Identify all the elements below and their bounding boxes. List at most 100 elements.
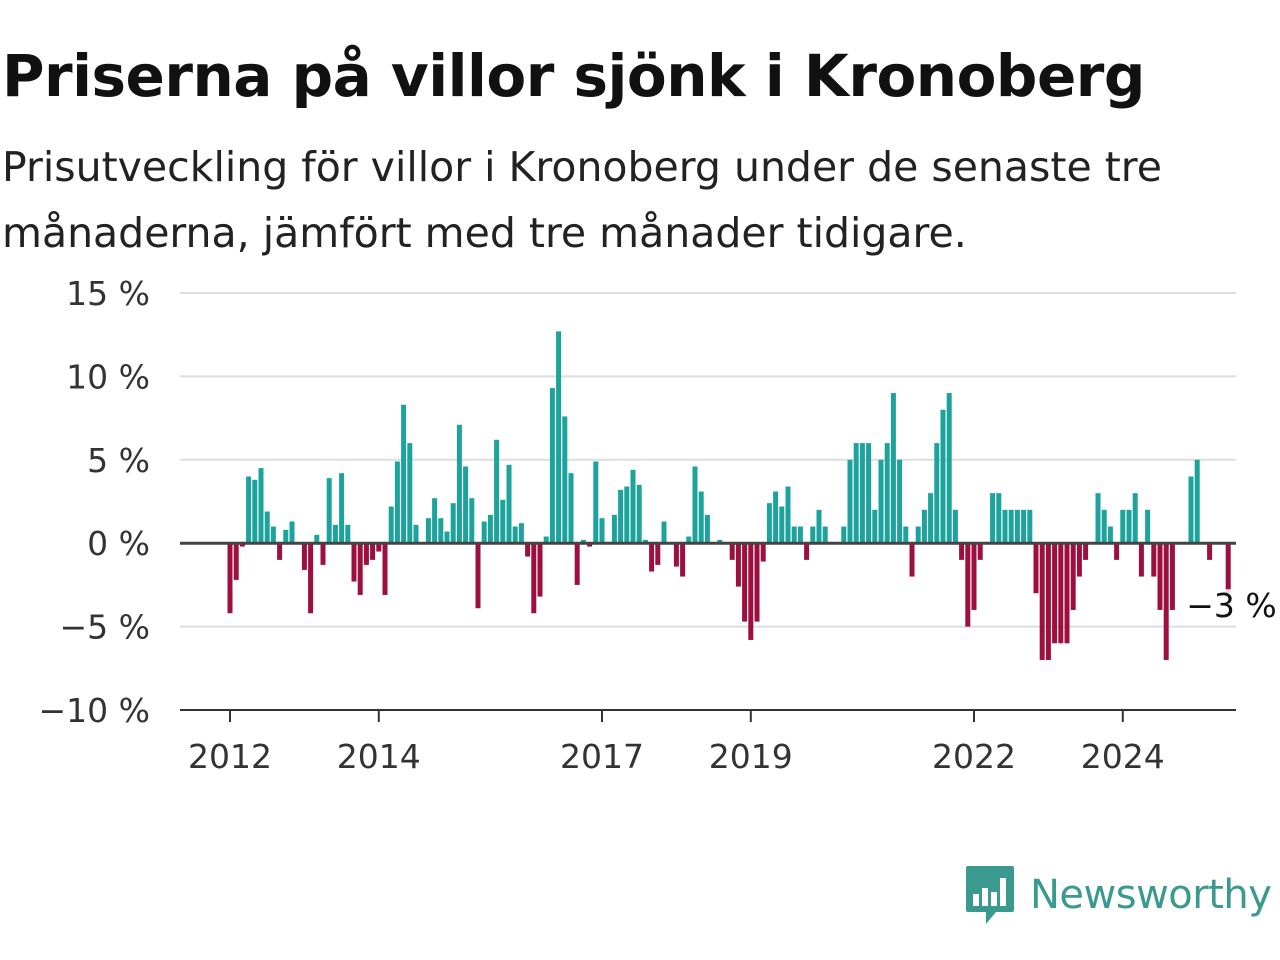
- bar: [450, 503, 456, 544]
- bar: [258, 468, 264, 544]
- bar: [971, 543, 977, 610]
- brand-logo: Newsworthy: [964, 864, 1272, 926]
- bar: [872, 509, 878, 544]
- bar: [611, 514, 617, 544]
- bar: [636, 484, 642, 544]
- bar: [785, 486, 791, 544]
- bar: [463, 466, 469, 544]
- bar: [1163, 543, 1169, 660]
- bar: [345, 524, 351, 544]
- labels: −10 % −5 % 0 % 5 % 10 % 15 % 2012 2014 2017 2019 2…: [39, 274, 1277, 776]
- bar: [456, 424, 462, 544]
- bar: [748, 543, 754, 640]
- bar: [1045, 543, 1051, 660]
- bar: [890, 393, 896, 544]
- bar: [357, 543, 363, 595]
- bar: [1194, 459, 1200, 544]
- bar: [475, 543, 481, 609]
- bar: [438, 518, 444, 544]
- bar: [339, 473, 345, 544]
- bar: [853, 443, 859, 544]
- bar: [884, 443, 890, 544]
- bar: [252, 479, 258, 544]
- bar: [574, 543, 580, 585]
- bar: [382, 543, 388, 595]
- bar: [921, 509, 927, 544]
- bar: [401, 404, 407, 544]
- bar: [1014, 509, 1020, 544]
- bar: [556, 331, 562, 544]
- bar: [897, 459, 903, 544]
- bar: [915, 526, 921, 544]
- bar: [444, 531, 450, 544]
- bar: [1157, 543, 1163, 610]
- bar: [1008, 509, 1014, 544]
- end-label-bg: [1182, 589, 1275, 626]
- x-tick-label: 2024: [1081, 737, 1165, 776]
- bar: [543, 536, 549, 544]
- bar: [376, 543, 382, 552]
- bars: [227, 331, 1231, 660]
- bar: [692, 466, 698, 544]
- bar: [1138, 543, 1144, 577]
- bar: [791, 526, 797, 544]
- bar: [990, 493, 996, 544]
- bar: [413, 524, 419, 544]
- bar: [1120, 509, 1126, 544]
- bar: [314, 534, 320, 544]
- bar: [1027, 509, 1033, 544]
- bar: [1188, 476, 1194, 544]
- bar: [233, 543, 239, 580]
- bar: [599, 518, 605, 544]
- newsworthy-logo-icon: [966, 866, 1014, 924]
- bar: [952, 509, 958, 544]
- bar: [717, 539, 723, 544]
- bar: [729, 543, 735, 560]
- bar: [525, 543, 531, 557]
- bar: [593, 461, 599, 544]
- bar: [1114, 543, 1120, 560]
- bar: [859, 443, 865, 544]
- bar: [1039, 543, 1045, 660]
- bar: [804, 543, 810, 560]
- bar: [301, 543, 307, 570]
- bar: [370, 543, 376, 560]
- x-tick-label: 2019: [709, 737, 793, 776]
- bar: [773, 491, 779, 544]
- bar: [1169, 543, 1175, 610]
- bar: [549, 388, 555, 544]
- y-tick-label: 0 %: [87, 524, 150, 563]
- bar: [512, 526, 518, 544]
- bar: [754, 543, 760, 622]
- bar: [797, 526, 803, 544]
- bar: [481, 521, 487, 544]
- bar: [500, 499, 506, 544]
- bar: [1002, 509, 1008, 544]
- bar: [227, 543, 233, 614]
- bar: [928, 493, 934, 544]
- bar: [1083, 543, 1089, 560]
- bar: [432, 498, 438, 544]
- bar: [959, 543, 965, 560]
- bar: [394, 461, 400, 544]
- bar: [878, 459, 884, 544]
- bar: [946, 393, 952, 544]
- bar: [1126, 509, 1132, 544]
- bar: [283, 529, 289, 544]
- brand-name: Newsworthy: [1030, 872, 1272, 918]
- bar: [531, 543, 537, 614]
- bar: [326, 478, 332, 544]
- bar: [246, 476, 252, 544]
- bar: [363, 543, 369, 565]
- bar: [1151, 543, 1157, 577]
- bar: [618, 489, 624, 544]
- bar: [965, 543, 971, 627]
- bar: [1132, 493, 1138, 544]
- y-tick-label: 15 %: [66, 274, 150, 313]
- bar: [1107, 526, 1113, 544]
- x-tick-label: 2022: [932, 737, 1016, 776]
- axes: [180, 541, 1236, 722]
- bar: [332, 524, 338, 544]
- bar: [940, 409, 946, 544]
